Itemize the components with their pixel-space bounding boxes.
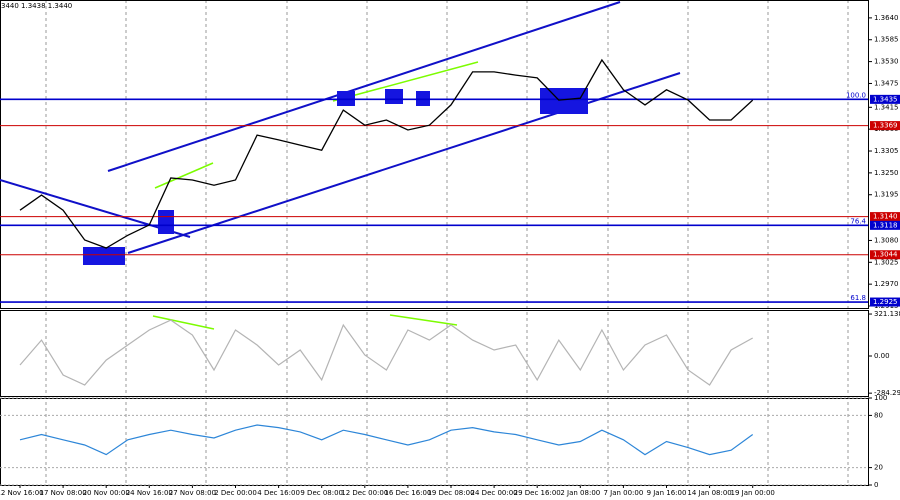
y-tick-label: 1.3585 (874, 36, 899, 44)
y-tick-label: 1.3195 (874, 191, 899, 199)
fib-ratio: 100.0 (846, 91, 866, 99)
x-tick-label: 7 Jan 00:00 (603, 489, 643, 497)
level-tag (870, 250, 900, 260)
x-tick-label: 20 Nov 00:00 (83, 489, 130, 497)
x-tick-label: 9 Jan 16:00 (647, 489, 687, 497)
x-tick-label: 17 Nov 08:00 (39, 489, 86, 497)
channel-upper (107, 1, 621, 172)
level-tag (870, 297, 900, 307)
divergence-line (332, 61, 479, 102)
y-tick-label: 1.3080 (874, 236, 899, 244)
level-label: 1.3369 (873, 122, 898, 130)
y-tick-label: 1.3305 (874, 147, 899, 155)
x-tick-label: 4 Dec 16:00 (257, 489, 300, 497)
zone-box (540, 88, 588, 114)
level-tag (870, 121, 900, 131)
cci-frame (0, 310, 869, 397)
level-tag (870, 220, 900, 230)
data-line (19, 58, 754, 249)
divergence-line (389, 314, 458, 326)
y-tick-label: 321.1386 (874, 310, 900, 318)
data-line (19, 319, 753, 386)
divergence-line (154, 162, 214, 189)
y-tick-label: 1.3250 (874, 169, 899, 177)
x-tick-label: 9 Dec 08:00 (300, 489, 343, 497)
x-tick-label: 29 Dec 16:00 (514, 489, 561, 497)
zone-box (416, 91, 430, 106)
x-tick-label: 16 Dec 16:00 (384, 489, 431, 497)
y-tick-label: -284.290 (874, 389, 900, 397)
level-label: 1.3435 (873, 95, 898, 103)
x-tick-label: 12 Nov 16:00 (0, 489, 44, 497)
y-tick-label: 1.3475 (874, 79, 899, 87)
annotations (0, 1, 681, 330)
zone-box (385, 89, 403, 104)
chart-header: 3440 1.3438 1.3440 (1, 2, 72, 10)
x-tick-label: 2 Dec 00:00 (214, 489, 257, 497)
x-tick-label: 24 Nov 16:00 (126, 489, 173, 497)
price-frame (0, 0, 869, 309)
y-tick-label: 0 (874, 481, 878, 489)
x-tick-label: 2 Jan 08:00 (560, 489, 600, 497)
y-tick-label: 80 (874, 411, 883, 419)
x-tick-label: 19 Jan 00:00 (731, 489, 775, 497)
level-label: 1.3140 (873, 213, 898, 221)
y-tick-label: 1.3025 (874, 258, 899, 266)
zone-box (337, 91, 355, 106)
y-tick-label: 1.2970 (874, 280, 899, 288)
level-tag (870, 212, 900, 222)
y-tick-label: 100 (874, 394, 887, 402)
data-line (19, 424, 754, 456)
zone-box (158, 210, 174, 234)
fib-ratio: 76.4 (850, 217, 866, 225)
x-tick-label: 19 Dec 08:00 (427, 489, 474, 497)
vertical-grid (45, 0, 849, 485)
x-tick-label: 24 Dec 00:00 (471, 489, 518, 497)
x-tick-label: 14 Jan 08:00 (687, 489, 731, 497)
level-label: 1.2925 (873, 298, 898, 306)
x-tick-label: 27 Nov 08:00 (169, 489, 216, 497)
panel-frames (0, 0, 869, 486)
y-tick-label: 1.3415 (874, 103, 899, 111)
level-tag (870, 94, 900, 104)
level-label: 1.3118 (873, 221, 898, 229)
zone-box (83, 247, 125, 265)
divergence-line (152, 315, 215, 330)
y-tick-label: 1.3530 (874, 58, 899, 66)
level-label: 1.3044 (873, 251, 898, 259)
x-tick-label: 12 Dec 00:00 (341, 489, 388, 497)
y-tick-label: 0.00 (874, 352, 890, 360)
y-tick-label: 20 (874, 464, 883, 472)
fib-ratio: 61.8 (850, 294, 866, 302)
y-tick-label: 1.3640 (874, 14, 899, 22)
rsi-frame (0, 398, 869, 486)
